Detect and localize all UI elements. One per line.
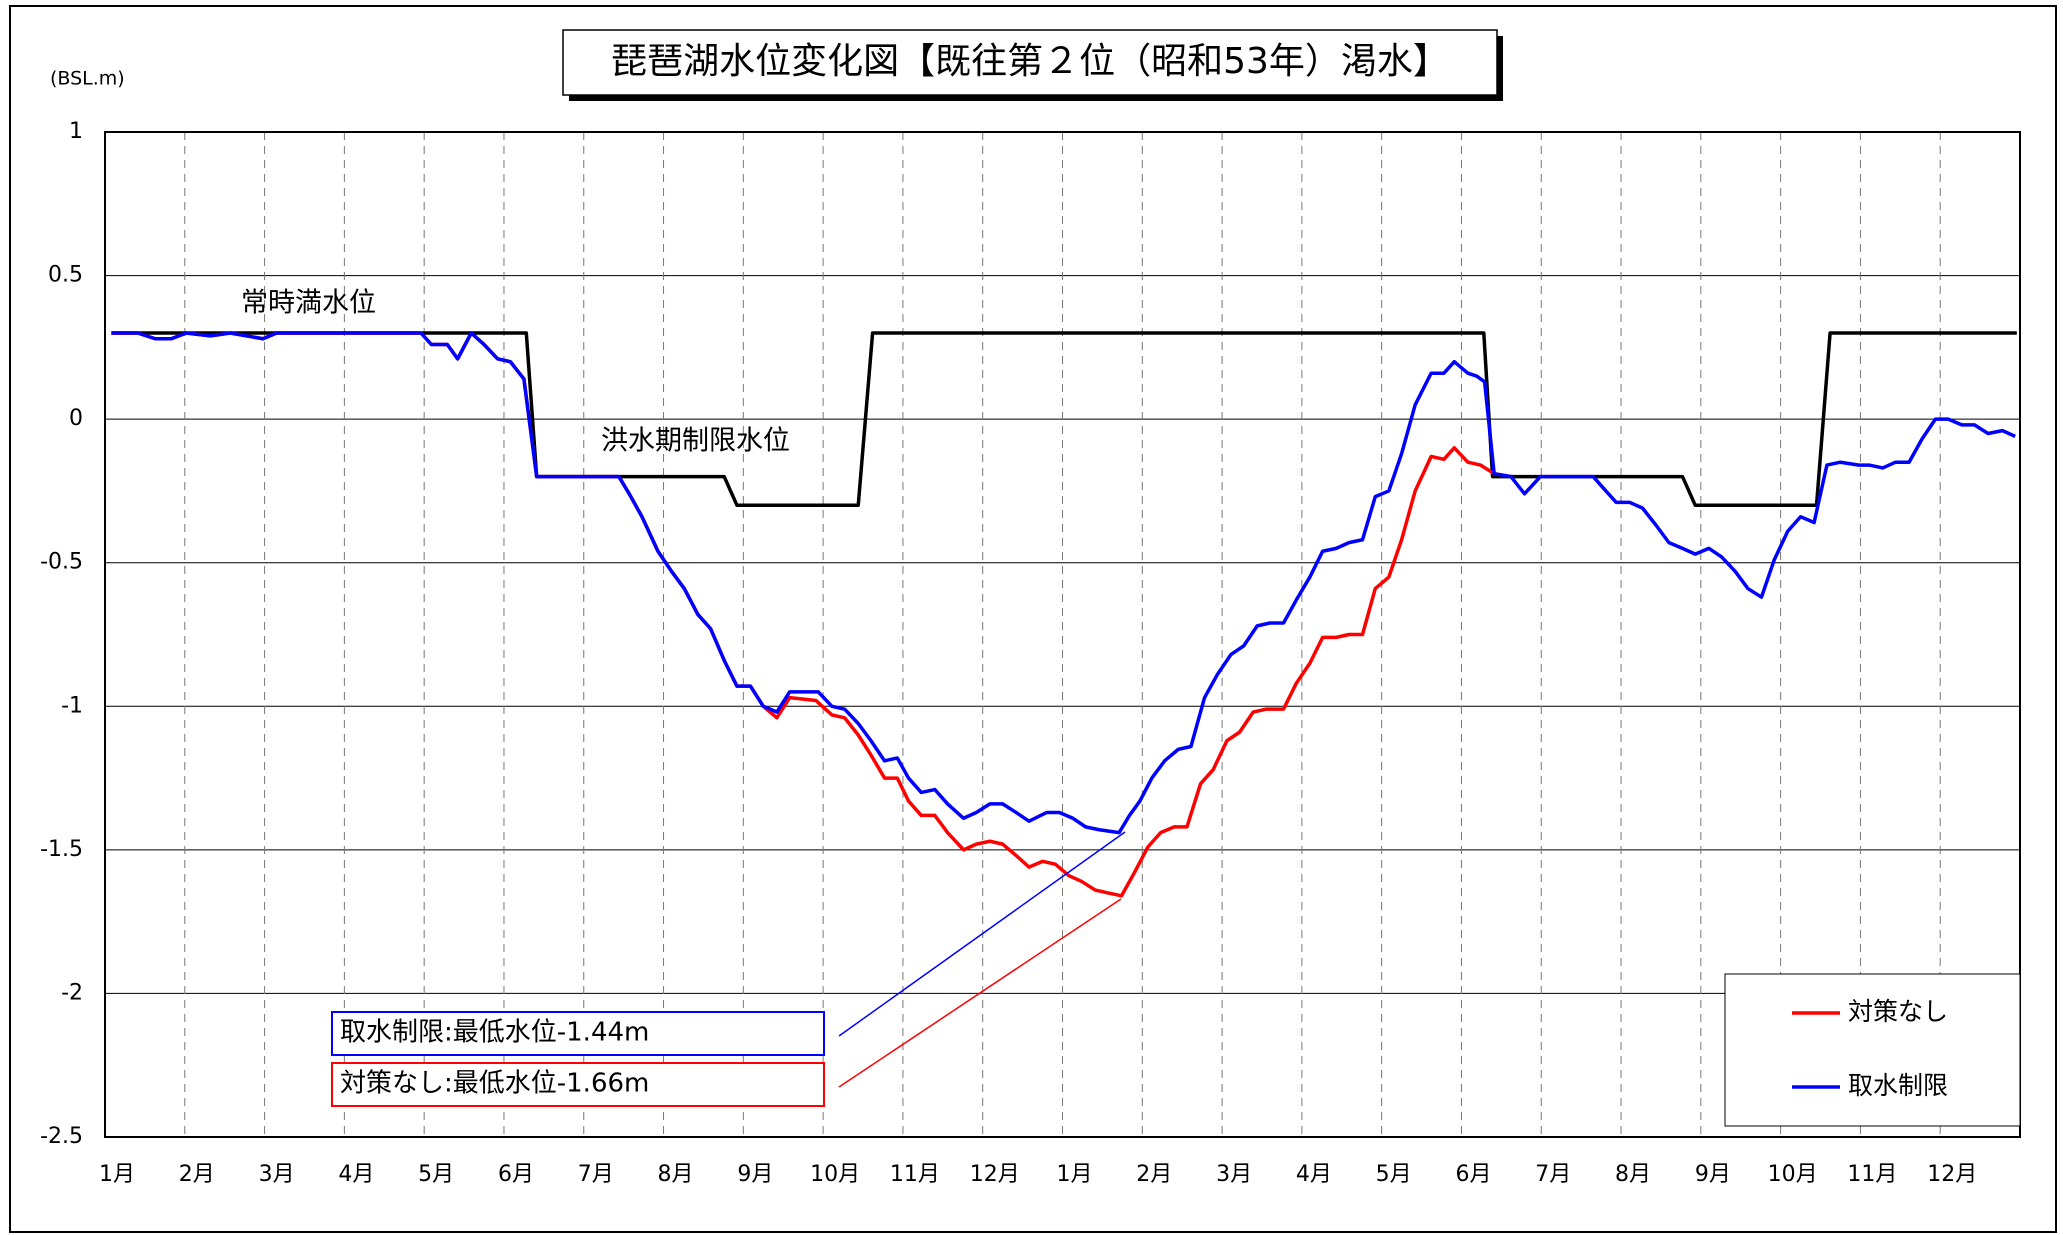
callout-text: 取水制限:最低水位-1.44m: [340, 1018, 649, 1048]
series-line: [111, 331, 1512, 898]
plot-border: [104, 131, 2021, 1138]
y-axis-label: (BSL.m): [50, 68, 125, 90]
x-tick-label: 10月: [810, 1162, 860, 1187]
y-tick-label: -2.5: [40, 1124, 83, 1149]
y-tick-label: -1.5: [40, 837, 83, 862]
x-tick-label: 3月: [1216, 1162, 1252, 1187]
callout-text: 対策なし:最低水位-1.66m: [340, 1069, 649, 1099]
legend-label: 対策なし: [1848, 997, 1948, 1026]
x-tick-label: 3月: [259, 1162, 295, 1187]
x-tick-label: 2月: [179, 1162, 215, 1187]
x-tick-label: 7月: [578, 1162, 614, 1187]
callout-box: [331, 1011, 825, 1056]
y-tick-label: 1: [69, 119, 83, 144]
y-tick-label: 0.5: [48, 263, 83, 288]
y-tick-label: 0: [69, 406, 83, 431]
x-tick-label: 2月: [1136, 1162, 1172, 1187]
x-tick-label: 4月: [1296, 1162, 1332, 1187]
x-tick-label: 5月: [1376, 1162, 1412, 1187]
x-tick-label: 8月: [1615, 1162, 1651, 1187]
callout-leader: [838, 898, 1122, 1088]
x-tick-label: 12月: [970, 1162, 1020, 1187]
x-tick-label: 1月: [99, 1162, 135, 1187]
y-tick-label: -0.5: [40, 550, 83, 575]
y-tick-label: -2: [61, 980, 83, 1005]
frame: [9, 5, 2057, 1233]
x-tick-label: 5月: [418, 1162, 454, 1187]
annotation: 洪水期制限水位: [601, 426, 790, 457]
x-tick-label: 7月: [1535, 1162, 1571, 1187]
x-tick-label: 9月: [737, 1162, 773, 1187]
legend-label: 取水制限: [1848, 1071, 1948, 1100]
x-tick-label: 9月: [1695, 1162, 1731, 1187]
x-tick-label: 1月: [1057, 1162, 1093, 1187]
annotation: 常時満水位: [241, 288, 376, 319]
x-tick-label: 4月: [338, 1162, 374, 1187]
callout-box: [331, 1062, 825, 1107]
title-box: [562, 29, 1498, 96]
callout-leader: [838, 831, 1126, 1037]
x-tick-label: 6月: [498, 1162, 534, 1187]
x-tick-label: 6月: [1455, 1162, 1491, 1187]
series-line: [111, 331, 2016, 835]
x-tick-label: 8月: [658, 1162, 694, 1187]
x-tick-label: 12月: [1927, 1162, 1977, 1187]
x-tick-label: 11月: [890, 1162, 940, 1187]
y-tick-label: -1: [61, 693, 83, 718]
chart-title: 琵琶湖水位変化図【既往第２位（昭和53年）渇水】: [611, 41, 1449, 82]
legend-box: [1724, 973, 2021, 1127]
x-tick-label: 10月: [1768, 1162, 1818, 1187]
x-tick-label: 11月: [1847, 1162, 1897, 1187]
